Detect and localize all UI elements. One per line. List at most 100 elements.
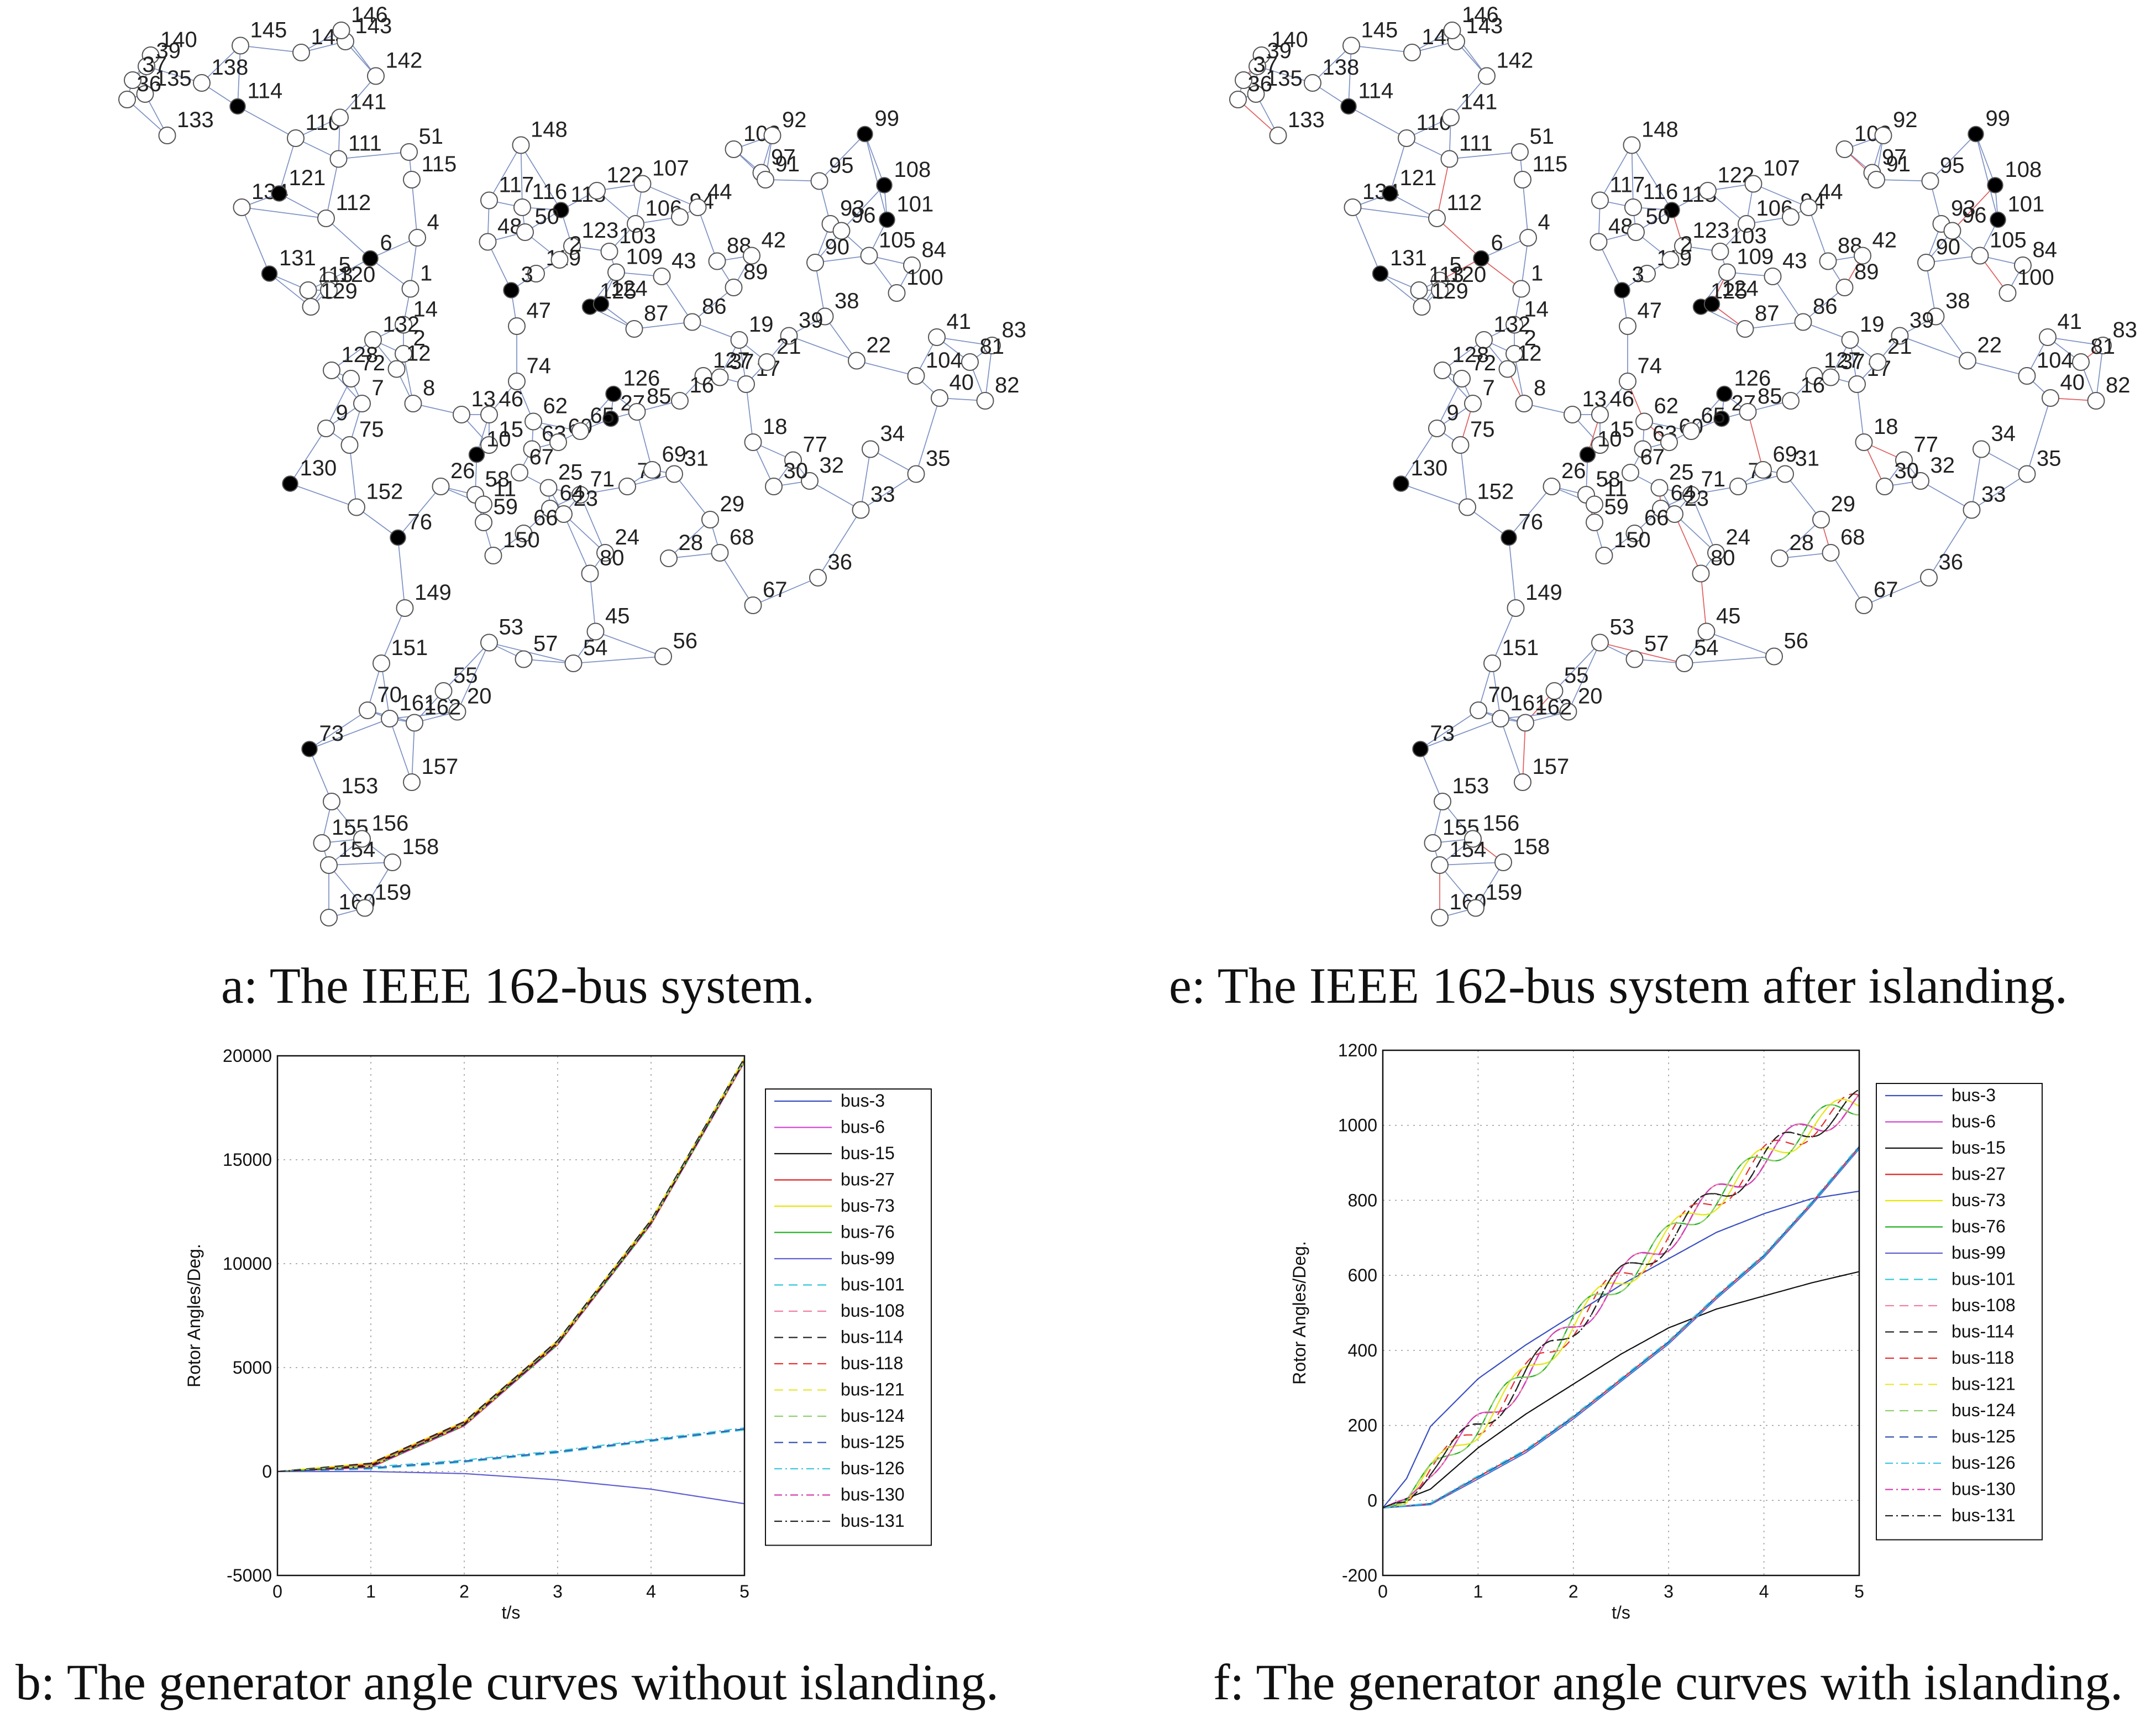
x-tick-label: 5 bbox=[739, 1582, 749, 1601]
generator-bus: 121 bbox=[271, 166, 326, 202]
bus-node: 39 bbox=[1249, 39, 1292, 75]
net-e-line bbox=[2047, 337, 2103, 346]
net-a-line bbox=[339, 75, 376, 118]
bus-node: 112 bbox=[317, 191, 371, 227]
net-e-line bbox=[1926, 262, 1937, 317]
bus-label: 44 bbox=[707, 180, 732, 204]
net-a-line bbox=[674, 473, 711, 520]
bus-node: 85 bbox=[1739, 384, 1782, 421]
bus-node: 105 bbox=[1971, 228, 2027, 265]
legend-entry: bus-73 bbox=[841, 1196, 895, 1216]
net-e-line bbox=[2095, 345, 2103, 401]
bus-node: 158 bbox=[384, 835, 439, 871]
bus-circle bbox=[1917, 254, 1935, 271]
net-a-line bbox=[389, 711, 458, 719]
bus-label: 159 bbox=[1486, 881, 1523, 905]
bus-node: 56 bbox=[654, 629, 697, 666]
bus-label: 26 bbox=[450, 459, 475, 483]
bus-label: 42 bbox=[762, 228, 786, 253]
bus-node: 81 bbox=[2072, 334, 2115, 371]
bus-circle bbox=[523, 440, 541, 458]
bus-node: 80 bbox=[1692, 546, 1735, 583]
bus-circle bbox=[1736, 320, 1754, 338]
net-a-line bbox=[642, 183, 698, 208]
bus-node: 142 bbox=[1478, 49, 1533, 85]
generator-dot bbox=[1713, 410, 1730, 427]
bus-circle bbox=[931, 389, 948, 407]
bus-label: 30 bbox=[1895, 459, 1919, 483]
bus-label: 72 bbox=[1472, 351, 1497, 375]
chart_f-plot-frame bbox=[1382, 1049, 1860, 1577]
bus-circle bbox=[1229, 91, 1247, 108]
bus-label: 50 bbox=[1646, 205, 1671, 229]
bus-label: 157 bbox=[422, 755, 459, 779]
bus-label: 32 bbox=[1931, 453, 1955, 478]
bus-circle bbox=[480, 406, 498, 423]
generator-bus: 73 bbox=[1412, 721, 1455, 757]
bus-circle bbox=[809, 569, 827, 587]
bus-label: 116 bbox=[532, 180, 568, 204]
bus-label: 150 bbox=[1614, 528, 1651, 552]
series-line-bus-3 bbox=[277, 1061, 745, 1473]
bus-circle bbox=[1483, 654, 1501, 672]
bus-circle bbox=[653, 268, 671, 285]
bus-node: 35 bbox=[2018, 447, 2061, 483]
series-line-bus-6 bbox=[277, 1060, 745, 1473]
bus-circle bbox=[1876, 478, 1893, 495]
net-a-line bbox=[489, 642, 574, 664]
net-e-line bbox=[1772, 276, 1804, 322]
bus-node: 9 bbox=[317, 401, 348, 437]
bus-node: 34 bbox=[862, 422, 905, 458]
bus-node: 30 bbox=[1876, 459, 1919, 495]
bus-node: 59 bbox=[475, 495, 518, 531]
bus-circle bbox=[1498, 360, 1517, 378]
caption-a: a: The IEEE 162-bus system. bbox=[221, 957, 815, 1014]
bus-node: 19 bbox=[1841, 312, 1885, 349]
bus-label: 96 bbox=[1962, 203, 1987, 228]
bus-node: 69 bbox=[643, 442, 686, 479]
generator-dot bbox=[1703, 296, 1720, 312]
net-e-line bbox=[1400, 428, 1438, 484]
net-a-line bbox=[520, 145, 523, 208]
net-e-line bbox=[1929, 133, 1976, 182]
bus-label: 40 bbox=[950, 370, 974, 395]
series-line-bus-126 bbox=[277, 1427, 745, 1473]
bus-label: 135 bbox=[1266, 66, 1303, 91]
net-a-line bbox=[364, 862, 393, 908]
bus-node: 2 bbox=[550, 232, 581, 269]
generator-dot bbox=[1412, 741, 1429, 757]
net-e-line bbox=[1348, 106, 1407, 139]
legend-entry: bus-124 bbox=[841, 1406, 905, 1426]
bus-circle bbox=[581, 564, 599, 583]
bus-node: 50 bbox=[1627, 205, 1671, 241]
bus-circle bbox=[359, 701, 376, 719]
bus-label: 53 bbox=[499, 615, 524, 640]
bus-node: 57 bbox=[1625, 632, 1669, 668]
net-a-line bbox=[746, 384, 754, 443]
bus-circle bbox=[356, 899, 374, 917]
net-a-line bbox=[841, 185, 885, 232]
bus-node: 70 bbox=[359, 683, 402, 719]
generator-bus: 108 bbox=[1987, 158, 2042, 193]
bus-circle bbox=[313, 834, 331, 852]
net-a-line bbox=[915, 397, 940, 474]
bus-circle bbox=[1591, 406, 1609, 423]
bus-label: 101 bbox=[897, 192, 934, 217]
bus-label: 77 bbox=[1914, 433, 1939, 457]
bus-circle bbox=[1675, 654, 1693, 672]
chart_b-plot-frame bbox=[276, 1055, 746, 1577]
net-e-line bbox=[1348, 45, 1352, 107]
bus-node: 31 bbox=[1776, 447, 1819, 483]
bus-node: 115 bbox=[403, 152, 457, 188]
network-diagram-e: 140 39 37 135 36 138 145 144 143 146 142 114 133 110 1… bbox=[1111, 0, 2156, 951]
bus-circle bbox=[1511, 143, 1529, 161]
legend-entry: bus-130 bbox=[1952, 1479, 2016, 1499]
net-a-line bbox=[809, 480, 861, 511]
bus-label: 96 bbox=[851, 203, 876, 228]
bus-circle bbox=[1431, 281, 1449, 299]
bus-circle bbox=[2072, 353, 2090, 371]
bus-node: 143 bbox=[337, 14, 392, 50]
chart-f: 0 1 2 3 4 5 -200 0 200 400 600 800 1000 1200 t/s Rotor … bbox=[1282, 1034, 2100, 1631]
bus-node: 12 bbox=[387, 342, 431, 378]
bus-node: 18 bbox=[1855, 415, 1898, 451]
